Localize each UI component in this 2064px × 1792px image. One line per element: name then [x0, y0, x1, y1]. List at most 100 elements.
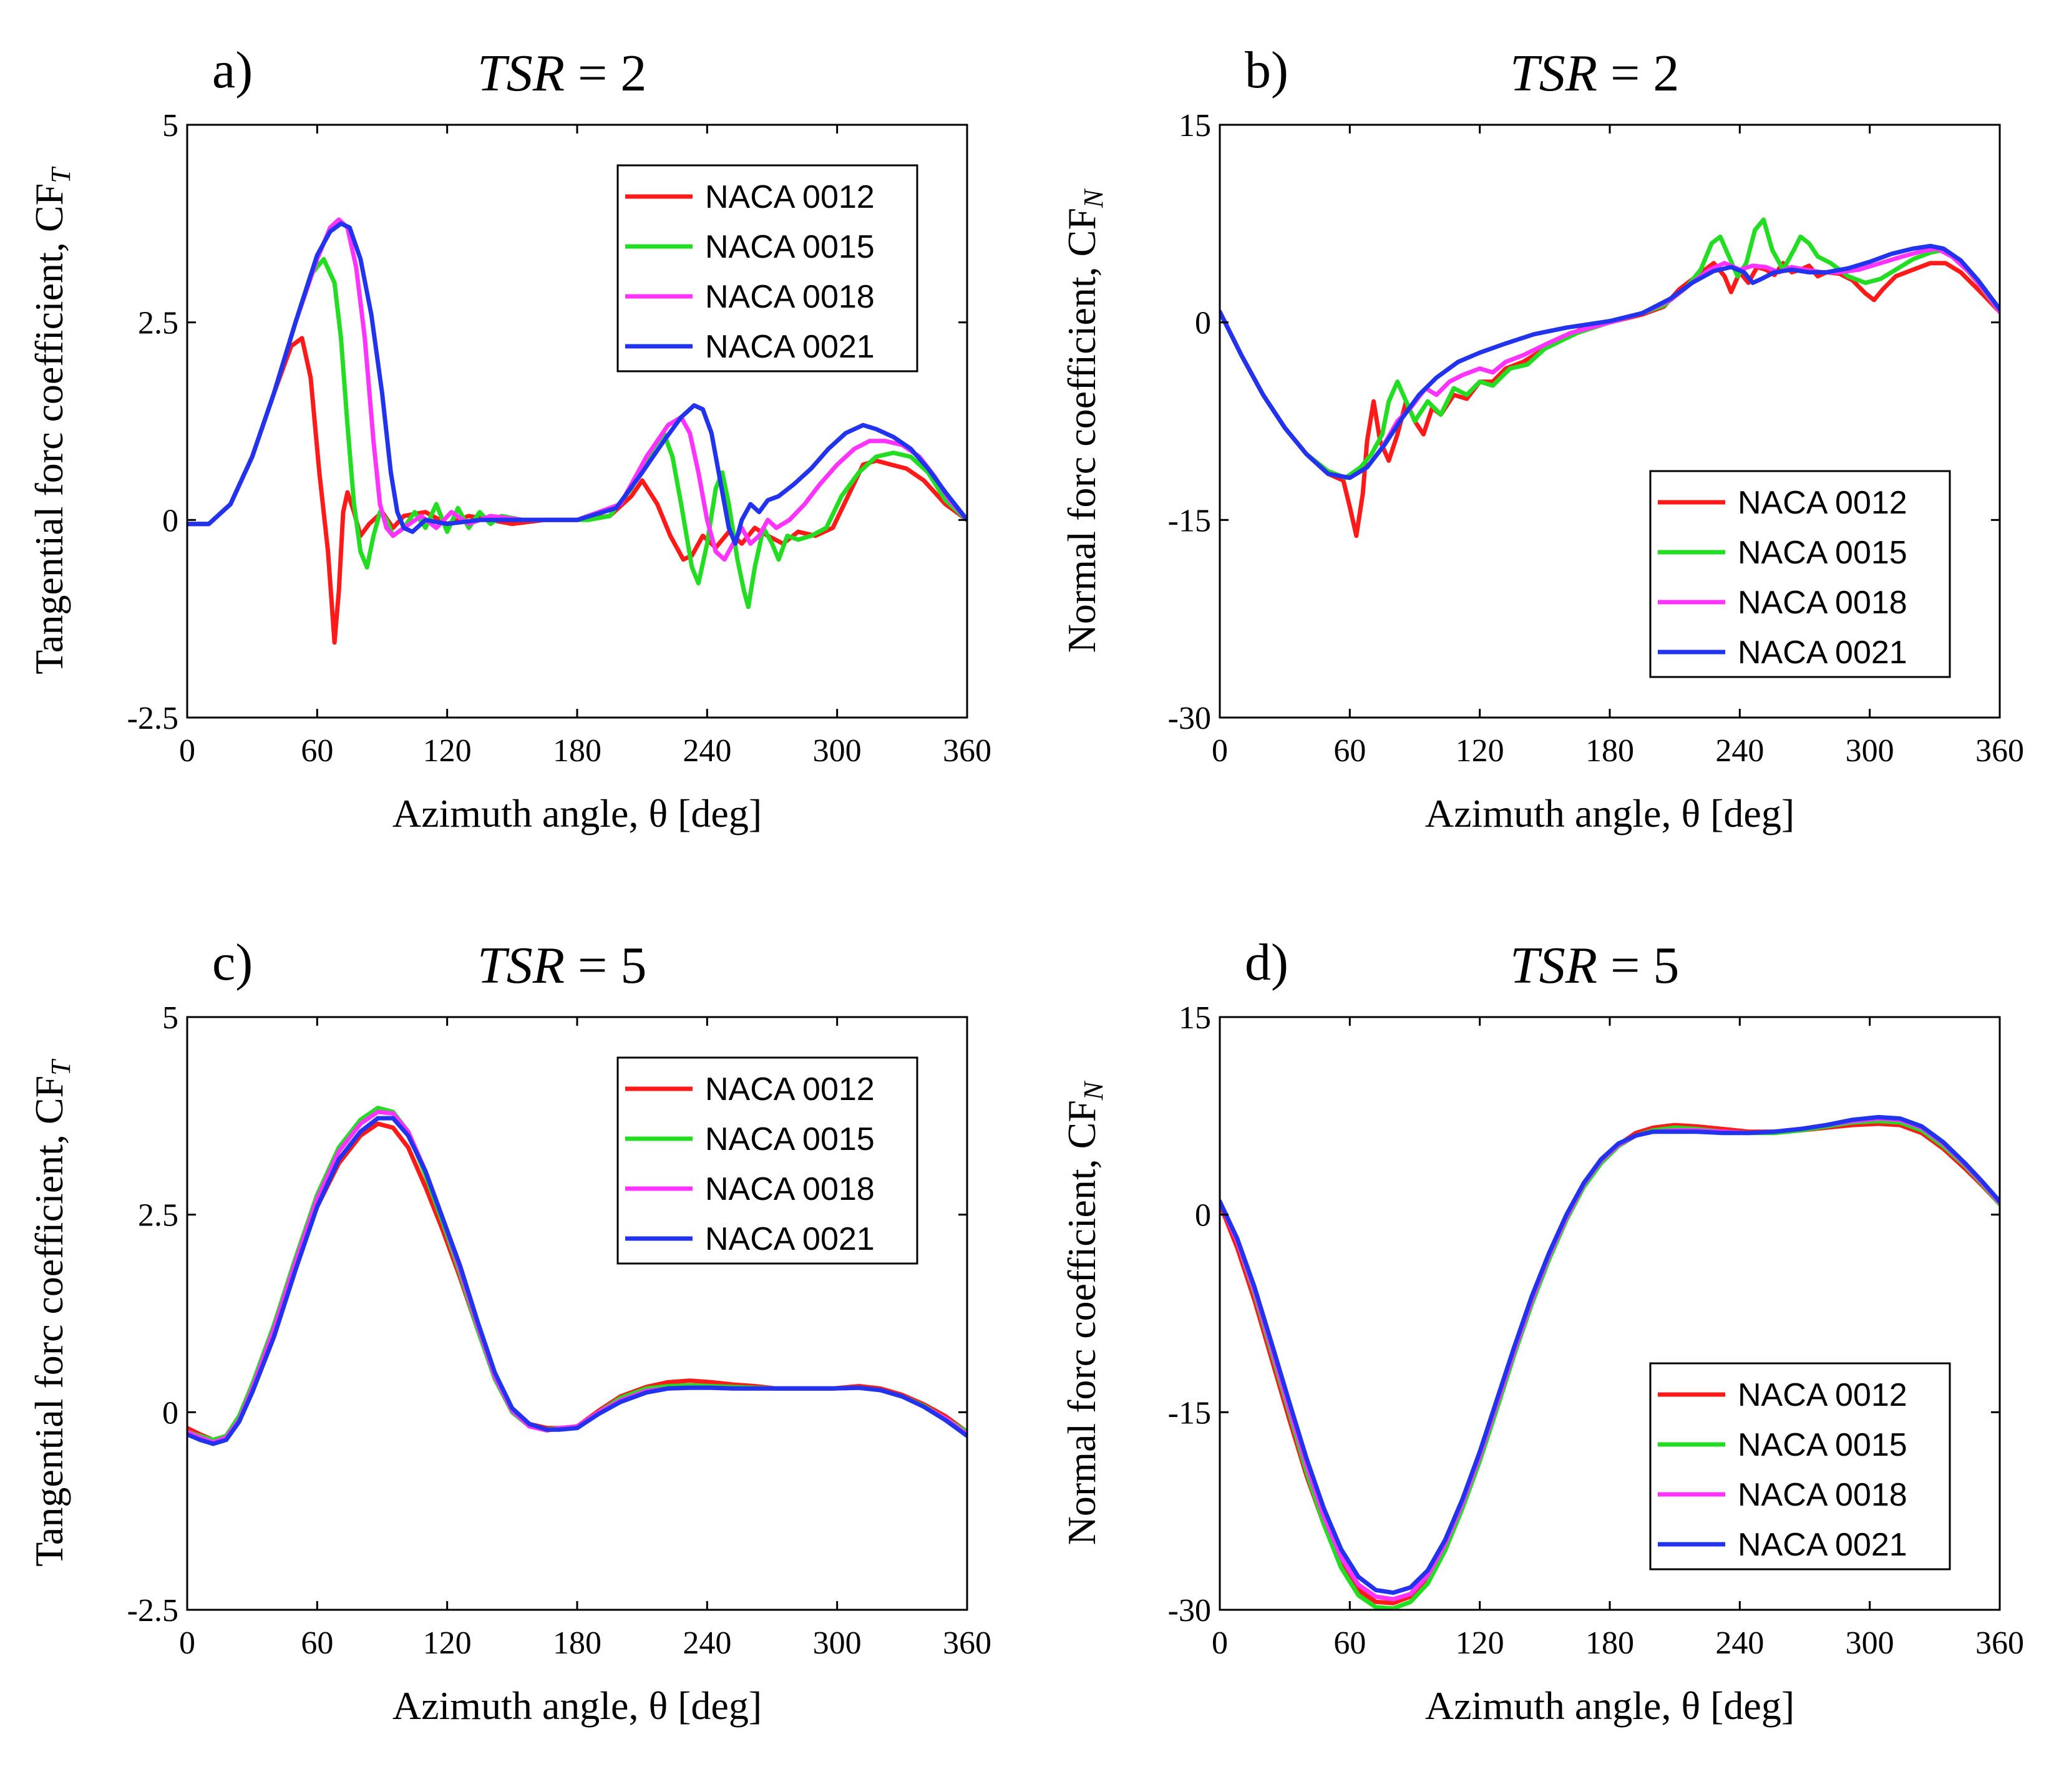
- x-tick-label: 0: [1212, 1625, 1228, 1661]
- x-tick-label: 240: [1715, 1625, 1764, 1661]
- x-tick-label: 240: [1715, 733, 1764, 769]
- legend-label: NACA 0021: [1738, 635, 1907, 671]
- y-tick-label: 2.5: [138, 1198, 178, 1234]
- legend-label: NACA 0021: [1738, 1527, 1907, 1563]
- y-tick-label: 5: [162, 1000, 178, 1036]
- chart-title: TSR = 2: [1510, 44, 1679, 102]
- legend-label: NACA 0015: [705, 229, 875, 265]
- y-tick-label: -15: [1168, 1395, 1211, 1431]
- x-tick-label: 240: [683, 733, 731, 769]
- x-tick-label: 120: [423, 733, 472, 769]
- title-italic-part: TSR: [477, 937, 565, 995]
- y-axis-label: Normal forc coefficient, CFN: [1059, 1080, 1109, 1545]
- legend-label: NACA 0012: [705, 179, 875, 215]
- legend-box: [1649, 1362, 1951, 1570]
- legend: NACA 0012 NACA 0015 NACA 0018 NACA 0021: [616, 164, 918, 373]
- y-tick-label: 15: [1179, 108, 1211, 144]
- y-tick-label: -2.5: [127, 1593, 178, 1629]
- chart-panel-a: a) TSR = 20 60 120 180 240 300 360-2.502.55Azim…: [27, 41, 991, 835]
- y-tick-label: 2.5: [138, 306, 178, 341]
- series-line-naca-0015: [187, 256, 967, 610]
- chart-panel-d: d) TSR = 5 0 60 120 180 240 300 360 -30 -15 0 15 Azim…: [1059, 933, 2024, 1728]
- x-tick-label: 300: [813, 1625, 862, 1661]
- chart-panel-c: c) TSR = 50 60 120 180 240 300 360-2.502.55Azim…: [27, 933, 991, 1728]
- x-axis-label: Azimuth angle, θ [deg]: [1425, 1683, 1794, 1728]
- series-line-naca-0012: [187, 336, 967, 645]
- x-tick-label: 0: [1212, 733, 1228, 769]
- x-tick-label: 120: [1456, 1625, 1504, 1661]
- legend-label: NACA 0018: [705, 1171, 875, 1207]
- y-tick-label: -30: [1168, 1593, 1211, 1629]
- chart-panel-b: b) TSR = 2 0 60 120 180 240 300 360 -30 -15 0 15 Azim…: [1059, 41, 2024, 835]
- series-line-naca-0021: [1220, 1114, 2000, 1595]
- x-tick-label: 180: [553, 1625, 601, 1661]
- legend-label: NACA 0021: [705, 329, 875, 365]
- y-axis-label-main: Normal forc coefficient, CF: [1059, 208, 1104, 653]
- y-axis-label-subscript: N: [1078, 188, 1109, 208]
- series-line-naca-0018: [1220, 246, 2000, 480]
- legend-label: NACA 0012: [1738, 1377, 1907, 1413]
- x-tick-label: 0: [179, 733, 195, 769]
- x-axis-label: Azimuth angle, θ [deg]: [392, 791, 762, 835]
- y-tick-label: 0: [1195, 306, 1211, 341]
- legend-label: NACA 0018: [1738, 1477, 1907, 1513]
- legend-label: NACA 0012: [1738, 485, 1907, 521]
- legend: NACA 0012 NACA 0015 NACA 0018 NACA 0021: [616, 1056, 918, 1265]
- y-tick-label: 5: [162, 108, 178, 144]
- legend-box: [616, 1056, 918, 1265]
- legend: NACA 0012 NACA 0015 NACA 0018 NACA 0021: [1649, 1362, 1951, 1570]
- legend-label: NACA 0018: [705, 279, 875, 315]
- legend-box: [616, 164, 918, 373]
- x-tick-label: 0: [179, 1625, 195, 1661]
- x-tick-label: 60: [1333, 1625, 1366, 1661]
- y-axis-label-main: Tangential forc coefficient, CF: [27, 1076, 71, 1567]
- series-group: [187, 217, 967, 645]
- y-axis-label-subscript: T: [46, 1058, 76, 1076]
- title-italic-part: TSR: [1510, 937, 1597, 995]
- y-axis-label: Tangential forc coefficient, CFT: [27, 1058, 76, 1567]
- chart-title: TSR = 2: [477, 44, 646, 102]
- panel-letter: d): [1245, 933, 1288, 991]
- x-tick-label: 120: [1456, 733, 1504, 769]
- chart-title: TSR = 5: [477, 937, 646, 995]
- x-tick-label: 300: [1846, 733, 1894, 769]
- x-tick-label: 180: [1585, 733, 1634, 769]
- x-tick-label: 360: [1975, 1625, 2024, 1661]
- x-axis-label: Azimuth angle, θ [deg]: [392, 1683, 762, 1728]
- y-axis-label-subscript: N: [1078, 1080, 1109, 1101]
- x-tick-label: 360: [943, 1625, 991, 1661]
- legend-label: NACA 0015: [705, 1121, 875, 1157]
- y-tick-label: 0: [1195, 1198, 1211, 1234]
- y-axis-label: Normal forc coefficient, CFN: [1059, 188, 1109, 653]
- legend-box: [1649, 470, 1951, 678]
- y-axis-label-subscript: T: [46, 166, 76, 183]
- series-line-naca-0021: [187, 221, 967, 546]
- title-value-part: = 2: [565, 44, 646, 102]
- y-axis-label-main: Normal forc coefficient, CF: [1059, 1100, 1104, 1545]
- x-tick-label: 360: [1975, 733, 2024, 769]
- x-tick-label: 60: [1333, 733, 1366, 769]
- series-group: [187, 1106, 967, 1446]
- panel-letter: b): [1245, 41, 1288, 99]
- x-tick-label: 180: [1585, 1625, 1634, 1661]
- y-tick-label: -30: [1168, 701, 1211, 736]
- x-tick-label: 360: [943, 733, 991, 769]
- x-tick-label: 60: [301, 1625, 333, 1661]
- y-tick-label: -15: [1168, 503, 1211, 538]
- series-group: [1220, 217, 2000, 538]
- x-axis-label: Azimuth angle, θ [deg]: [1425, 791, 1794, 835]
- x-tick-label: 120: [423, 1625, 472, 1661]
- x-tick-label: 300: [813, 733, 862, 769]
- x-tick-label: 180: [553, 733, 601, 769]
- y-axis-label-main: Tangential forc coefficient, CF: [27, 183, 71, 674]
- y-axis-label: Tangential forc coefficient, CFT: [27, 166, 76, 674]
- title-value-part: = 2: [1597, 44, 1679, 102]
- panel-letter: a): [212, 41, 253, 99]
- legend: NACA 0012 NACA 0015 NACA 0018 NACA 0021: [1649, 470, 1951, 678]
- legend-label: NACA 0015: [1738, 535, 1907, 571]
- y-tick-label: 15: [1179, 1000, 1211, 1036]
- x-tick-label: 240: [683, 1625, 731, 1661]
- x-tick-label: 60: [301, 733, 333, 769]
- series-line-naca-0021: [187, 1116, 967, 1446]
